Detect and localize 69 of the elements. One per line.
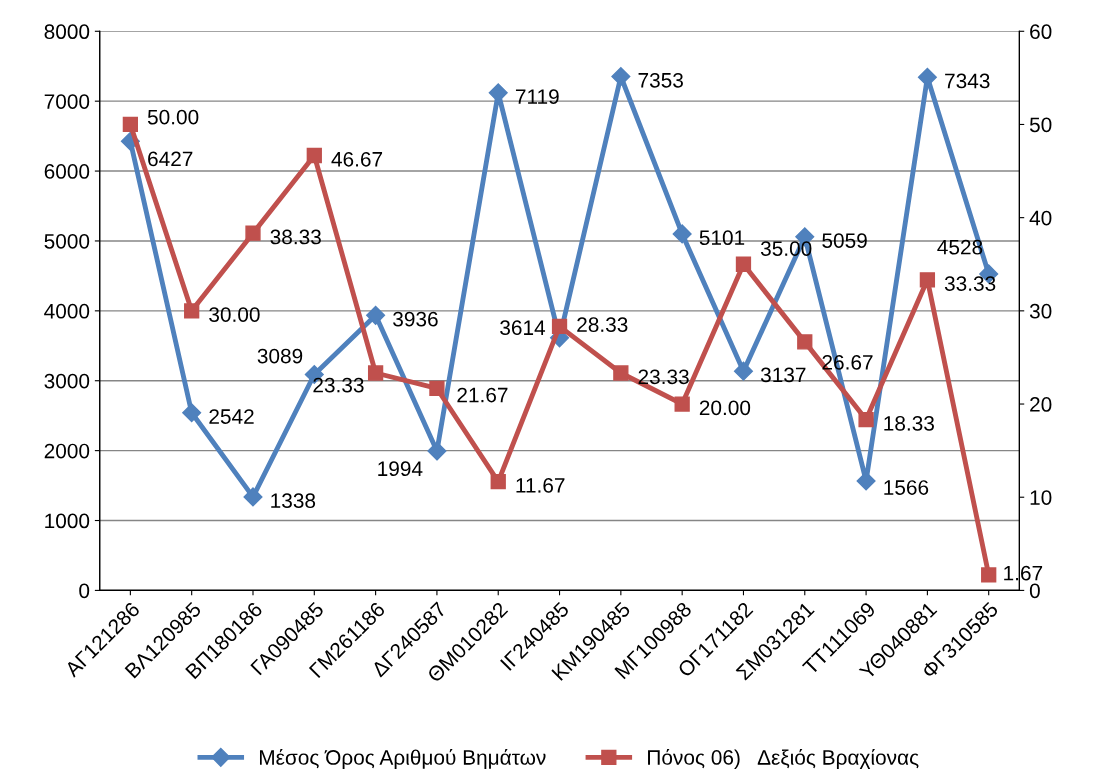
data-label: 23.33 [313, 377, 364, 393]
point [919, 272, 936, 288]
data-label: 7343 [945, 73, 990, 89]
y2-tick-label: 40 [1029, 210, 1052, 226]
data-label: 7119 [515, 89, 559, 104]
data-label: 23.33 [638, 369, 689, 385]
data-label: 50.00 [147, 109, 199, 125]
data-label: 6427 [148, 151, 193, 167]
point [366, 305, 386, 325]
data-label: 1566 [884, 480, 929, 495]
point [613, 365, 629, 381]
data-label: 3614 [500, 320, 546, 336]
data-label: 3089 [257, 348, 303, 364]
y2-tick-label: 50 [1029, 117, 1052, 133]
y-tick-label: 2000 [44, 443, 90, 459]
point [182, 403, 202, 423]
point [917, 67, 937, 87]
point [306, 147, 322, 164]
legend-label: Πόνος 06) Δεξιός Βραχίονας [648, 748, 919, 769]
data-label: 20.00 [699, 400, 751, 416]
data-label: 3936 [393, 311, 438, 327]
y2-tick-label: 30 [1029, 303, 1052, 319]
data-label: 3137 [760, 367, 806, 383]
data-label: 21.67 [457, 387, 508, 403]
data-label: 1338 [271, 493, 316, 509]
data-label: 30.00 [209, 307, 260, 322]
y-tick-label: 6000 [44, 164, 90, 179]
point [184, 303, 200, 319]
point [735, 256, 752, 272]
point [981, 567, 997, 583]
point [856, 471, 876, 491]
y2-tick-label: 10 [1030, 490, 1052, 505]
point [733, 361, 754, 381]
point [858, 411, 874, 428]
y2-tick-label: 20 [1030, 397, 1052, 412]
data-label: 2542 [209, 409, 254, 424]
y-tick-label: 0 [79, 583, 90, 599]
point [797, 334, 813, 350]
legend-label: Μέσος Όρος Αριθμού Βημάτων [259, 748, 546, 769]
point [122, 116, 139, 133]
data-label: 18.33 [884, 415, 934, 431]
data-label: 46.67 [331, 151, 383, 167]
y-tick-label: 4000 [44, 303, 90, 319]
point [367, 365, 384, 381]
y-tick-label: 1000 [45, 513, 90, 529]
data-label: 5101 [699, 230, 745, 246]
y-tick-label: 3000 [44, 373, 90, 389]
data-label: 5059 [822, 233, 867, 248]
data-label: 1994 [378, 461, 423, 477]
point [427, 441, 447, 461]
y2-tick-label: 60 [1030, 24, 1052, 40]
point [243, 487, 263, 507]
y-tick-label: 8000 [44, 24, 90, 40]
point [488, 83, 508, 103]
data-label: 11.67 [516, 478, 565, 493]
y-tick-label: 5000 [44, 233, 90, 249]
point [672, 224, 692, 244]
point [245, 225, 261, 241]
data-label: 38.33 [270, 229, 321, 245]
data-label: 7353 [638, 72, 683, 88]
point [674, 396, 690, 412]
point [551, 318, 568, 335]
point [490, 474, 506, 490]
data-label: 33.33 [944, 276, 996, 291]
data-label: 28.33 [577, 317, 628, 332]
y-tick-label: 7000 [44, 94, 90, 109]
point [611, 66, 631, 87]
y2-tick-label: 0 [1029, 583, 1040, 599]
point [429, 380, 445, 397]
